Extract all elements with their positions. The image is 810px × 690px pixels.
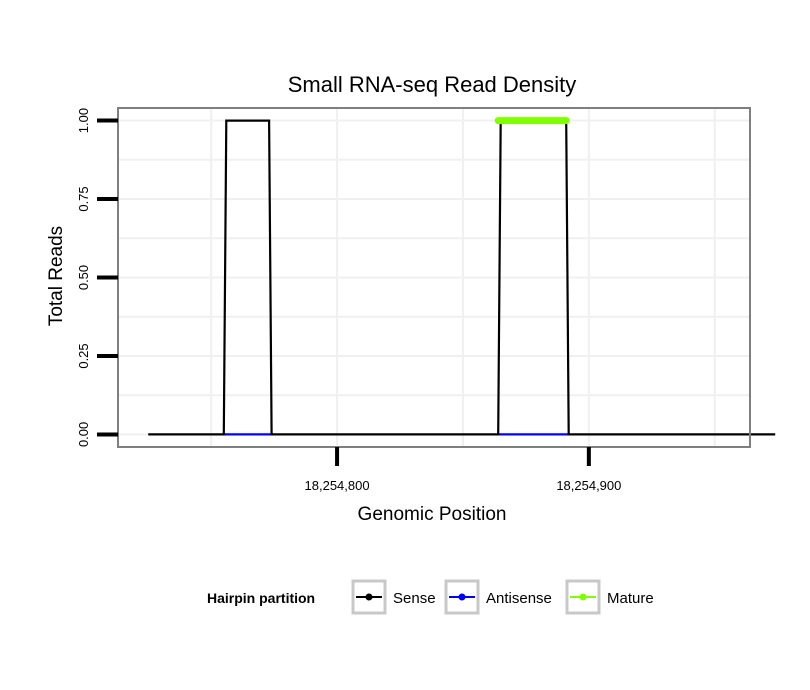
- y-tick-label: 0.25: [76, 343, 91, 368]
- legend: Hairpin partition Sense Antisense Mature: [207, 579, 654, 615]
- series-lines: [148, 117, 776, 436]
- legend-item-antisense: Antisense: [444, 579, 552, 615]
- y-tick-label: 1.00: [76, 108, 91, 133]
- legend-item-mature: Mature: [565, 579, 654, 615]
- y-tick-label: 0.50: [76, 265, 91, 290]
- x-axis-ticks: 18,254,800 18,254,900: [305, 447, 621, 493]
- legend-title: Hairpin partition: [207, 590, 315, 606]
- legend-key-point: [365, 593, 373, 601]
- series-line-sense: [148, 119, 776, 436]
- y-tick-label: 0.00: [76, 422, 91, 447]
- legend-label: Mature: [607, 590, 654, 607]
- legend-label: Antisense: [486, 590, 552, 607]
- x-axis-title: Genomic Position: [358, 504, 507, 525]
- x-tick-label: 18,254,900: [556, 478, 621, 493]
- legend-key-point: [579, 593, 587, 601]
- y-tick-label: 0.75: [76, 186, 91, 211]
- legend-item-sense: Sense: [351, 579, 436, 615]
- y-axis-title: Total Reads: [46, 226, 67, 326]
- legend-key-point: [458, 593, 466, 601]
- grid-lines: [118, 108, 750, 447]
- legend-label: Sense: [393, 590, 436, 607]
- x-tick-label: 18,254,800: [305, 478, 370, 493]
- chart-title: Small RNA-seq Read Density: [288, 72, 577, 97]
- y-axis-ticks: 0.00 0.25 0.50 0.75 1.00: [76, 108, 118, 447]
